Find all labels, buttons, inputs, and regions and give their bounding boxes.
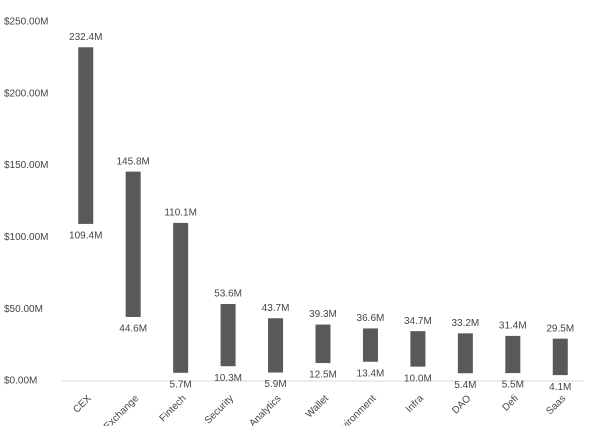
y-tick-label: $250.00M — [4, 17, 48, 28]
x-tick-label: Security — [203, 393, 236, 426]
low-label: 44.6M — [119, 324, 147, 335]
high-label: 31.4M — [499, 321, 527, 332]
low-label: 10.0M — [404, 373, 432, 384]
x-tick-label: CEX — [71, 393, 94, 416]
x-tick-label: Fintech — [158, 393, 189, 424]
x-tick-label: Environment — [331, 393, 379, 426]
bar — [268, 318, 284, 373]
low-label: 109.4M — [69, 231, 102, 242]
y-tick-label: $50.00M — [4, 304, 43, 315]
low-label: 5.9M — [264, 379, 286, 390]
bar — [125, 171, 141, 317]
x-tick-label: Defi — [500, 393, 520, 413]
high-label: 34.7M — [404, 316, 432, 327]
x-tick-label: Analytics — [247, 393, 283, 426]
high-label: 33.2M — [451, 318, 479, 329]
high-label: 39.3M — [309, 309, 337, 320]
high-label: 53.6M — [214, 289, 242, 300]
bar — [410, 331, 426, 367]
y-tick-label: $0.00M — [4, 376, 37, 387]
bar — [173, 222, 189, 373]
low-label: 5.7M — [170, 379, 192, 390]
low-label: 13.4M — [357, 368, 385, 379]
low-label: 12.5M — [309, 370, 337, 381]
x-tick-label: Saas — [544, 393, 568, 417]
high-label: 232.4M — [69, 32, 102, 43]
low-label: 5.5M — [502, 380, 524, 391]
high-label: 29.5M — [546, 323, 574, 334]
x-tick-label: Exchange — [102, 393, 142, 426]
high-label: 43.7M — [262, 303, 290, 314]
high-label: 145.8M — [117, 156, 150, 167]
y-tick-label: $100.00M — [4, 232, 48, 243]
bar — [457, 333, 473, 374]
high-label: 110.1M — [164, 208, 197, 219]
y-tick-label: $200.00M — [4, 88, 48, 99]
bar — [362, 328, 378, 362]
x-tick-label: Infra — [404, 393, 426, 415]
bar — [78, 47, 94, 224]
y-tick-label: $150.00M — [4, 160, 48, 171]
x-tick-label: Wallet — [304, 393, 331, 420]
x-tick-label: DAO — [450, 393, 473, 416]
high-label: 36.6M — [357, 313, 385, 324]
low-label: 10.3M — [214, 373, 242, 384]
bar — [505, 335, 521, 374]
bar — [315, 324, 331, 364]
low-label: 4.1M — [549, 382, 571, 393]
bar — [220, 304, 236, 367]
low-label: 5.4M — [454, 380, 476, 391]
bar — [552, 338, 568, 376]
